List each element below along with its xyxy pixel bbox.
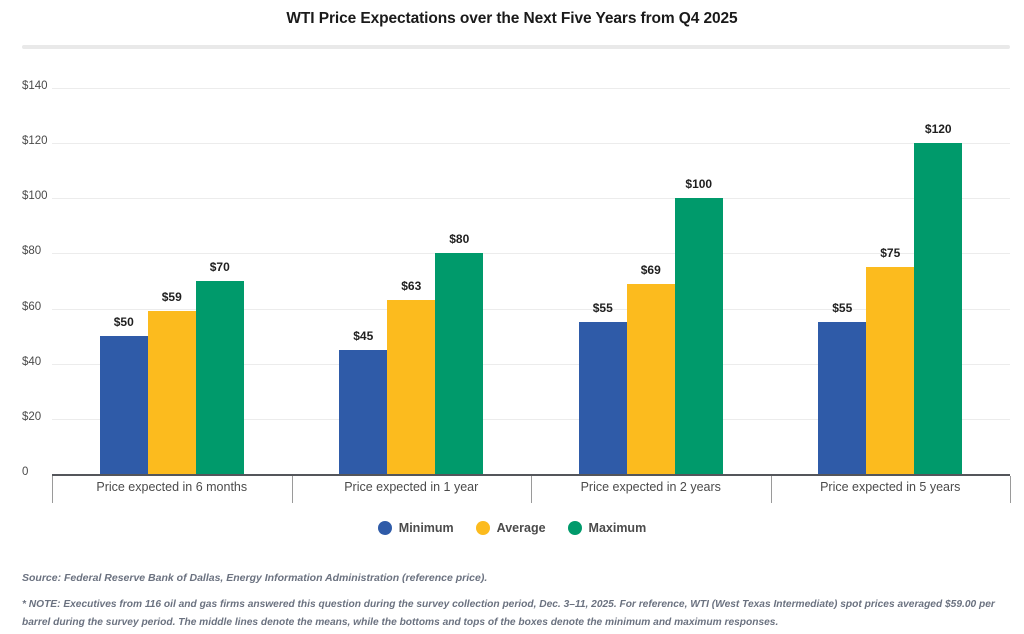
gridline bbox=[52, 198, 1010, 200]
category-label-2: Price expected in 1 year bbox=[344, 480, 479, 494]
legend-swatch-icon bbox=[377, 521, 392, 535]
bar-value-label: $69 bbox=[640, 262, 661, 277]
bar-minimum-4[interactable] bbox=[818, 322, 867, 474]
bar-minimum-3[interactable] bbox=[578, 322, 627, 474]
chart-legend: Minimum Average Maximum bbox=[0, 521, 1024, 535]
bar-value-label: $100 bbox=[685, 177, 713, 192]
title-divider bbox=[22, 45, 1010, 49]
category-separator bbox=[531, 476, 532, 503]
legend-item-minimum[interactable]: Minimum bbox=[377, 521, 454, 535]
source-note: Source: Federal Reserve Bank of Dallas, … bbox=[22, 572, 488, 584]
bar-minimum-2[interactable] bbox=[339, 349, 388, 474]
bar-value-label: $63 bbox=[401, 279, 422, 294]
gridline bbox=[52, 418, 1010, 420]
y-axis-tick-label: $120 bbox=[22, 135, 48, 148]
y-axis-tick-label: 0 bbox=[22, 466, 29, 478]
gridline bbox=[52, 363, 1010, 365]
legend-label: Average bbox=[496, 521, 546, 535]
bar-minimum-1[interactable] bbox=[99, 336, 148, 474]
bar-value-label: $120 bbox=[924, 122, 952, 137]
category-separator bbox=[1010, 476, 1011, 503]
legend-swatch-icon bbox=[475, 521, 490, 535]
category-separator bbox=[52, 476, 53, 503]
bar-value-label: $55 bbox=[592, 301, 613, 316]
bar-value-label: $75 bbox=[880, 246, 901, 261]
legend-swatch-icon bbox=[567, 521, 582, 535]
bar-average-2[interactable] bbox=[387, 300, 436, 474]
legend-item-average[interactable]: Average bbox=[475, 521, 546, 535]
y-axis-tick-label: $60 bbox=[22, 300, 42, 313]
category-label-4: Price expected in 5 years bbox=[820, 480, 961, 494]
bar-value-label: $80 bbox=[449, 232, 470, 247]
gridline bbox=[52, 143, 1010, 145]
chart-title: WTI Price Expectations over the Next Fiv… bbox=[286, 10, 738, 27]
category-label-1: Price expected in 6 months bbox=[96, 480, 248, 494]
y-axis-tick-label: $20 bbox=[22, 410, 42, 423]
y-axis-tick-label: $140 bbox=[22, 80, 48, 92]
footnote: * NOTE: Executives from 116 oil and gas … bbox=[22, 599, 995, 628]
bar-average-4[interactable] bbox=[866, 267, 915, 474]
legend-label: Minimum bbox=[398, 521, 454, 535]
gridline bbox=[52, 88, 1010, 89]
x-axis-line bbox=[52, 474, 1010, 476]
bar-value-label: $59 bbox=[161, 290, 182, 305]
bar-value-label: $50 bbox=[113, 315, 134, 330]
category-label-3: Price expected in 2 years bbox=[580, 480, 721, 494]
legend-item-maximum[interactable]: Maximum bbox=[567, 521, 647, 535]
bar-value-label: $55 bbox=[832, 301, 853, 316]
bar-maximum-1[interactable] bbox=[195, 281, 244, 474]
y-axis-tick-label: $100 bbox=[22, 190, 48, 203]
bar-value-label: $45 bbox=[353, 328, 374, 343]
category-separator bbox=[291, 476, 293, 503]
gridline bbox=[52, 253, 1010, 255]
bar-maximum-2[interactable] bbox=[435, 253, 484, 474]
bar-average-3[interactable] bbox=[626, 283, 675, 474]
bar-maximum-3[interactable] bbox=[674, 198, 723, 474]
legend-label: Maximum bbox=[588, 521, 647, 535]
y-axis-tick-label: $40 bbox=[22, 355, 42, 368]
bar-average-1[interactable] bbox=[147, 311, 196, 474]
bar-maximum-4[interactable] bbox=[914, 143, 963, 474]
gridline bbox=[52, 308, 1010, 310]
bar-value-label: $70 bbox=[209, 260, 230, 274]
plot-area bbox=[52, 88, 1010, 474]
category-separator bbox=[770, 476, 772, 503]
y-axis-tick-label: $80 bbox=[22, 245, 42, 258]
